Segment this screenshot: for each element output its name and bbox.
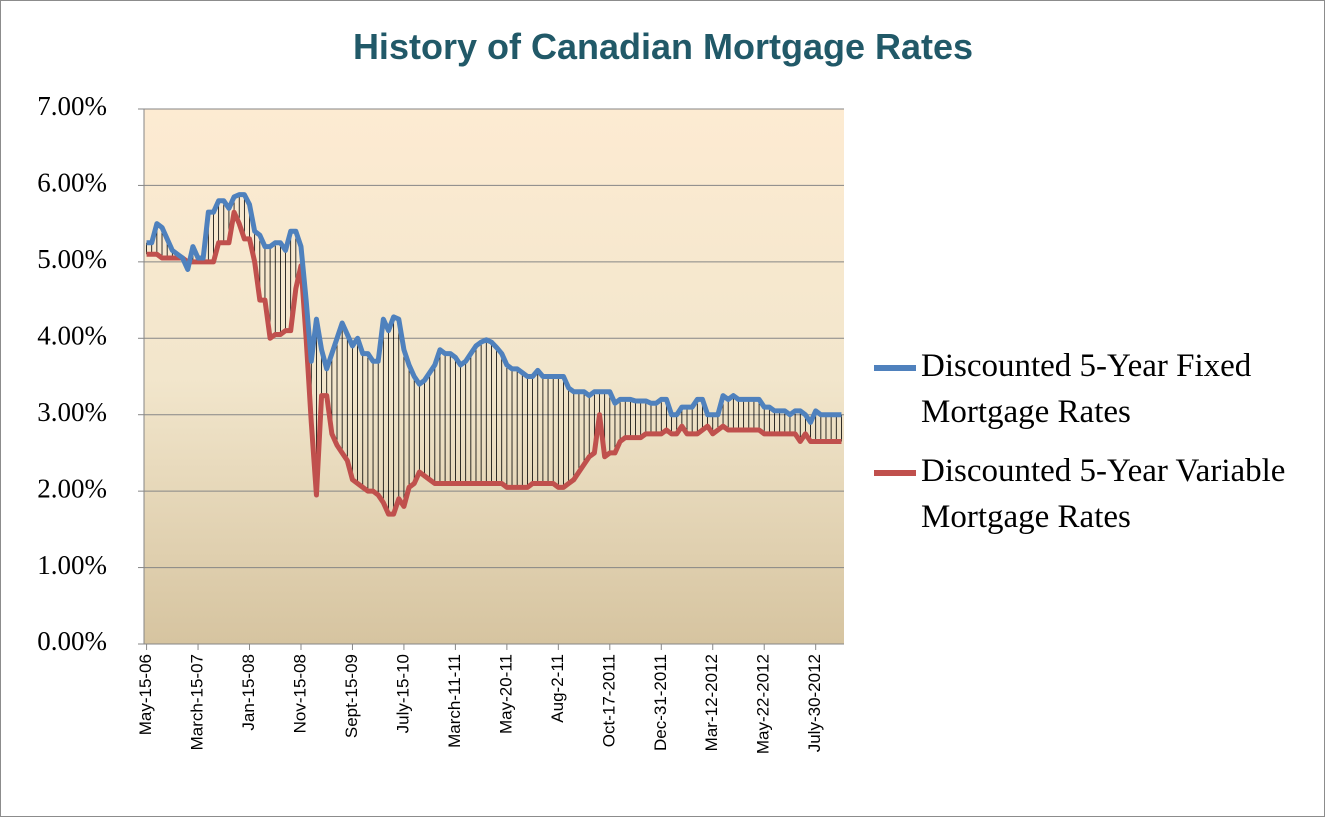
y-tick-label: 5.00% <box>37 244 107 274</box>
legend-label: Discounted 5-Year Variable Mortgage Rate… <box>921 453 1286 535</box>
x-tick-label: Jan-15-08 <box>239 654 258 731</box>
y-tick-label: 4.00% <box>37 320 107 350</box>
x-tick-label: Dec-31-2011 <box>651 654 670 751</box>
y-tick-label: 6.00% <box>37 168 107 198</box>
series-line <box>146 192 842 425</box>
x-tick-label: Sept-15-09 <box>342 654 361 738</box>
x-tick-label: May-15-06 <box>136 654 155 735</box>
legend-label: Discounted 5-Year Fixed Mortgage Rates <box>921 348 1252 430</box>
x-tick-label: March-11-11 <box>445 654 464 748</box>
y-tick-label: 3.00% <box>37 397 107 427</box>
x-tick-label: Oct-17-2011 <box>599 654 618 747</box>
plot-area <box>144 109 844 644</box>
x-tick-label: Nov-15-08 <box>290 654 309 733</box>
x-tick-label: May-20-11 <box>496 654 515 734</box>
y-tick-label: 0.00% <box>37 626 107 656</box>
y-tick-label: 1.00% <box>37 550 107 580</box>
x-tick-label: July-30-2012 <box>805 654 824 752</box>
y-tick-label: 7.00% <box>37 91 107 121</box>
chart-title: History of Canadian Mortgage Rates <box>353 26 973 67</box>
x-tick-label: July-15-10 <box>393 654 412 733</box>
y-tick-label: 2.00% <box>37 473 107 503</box>
x-tick-label: Aug-2-11 <box>548 654 567 723</box>
series-line <box>146 209 842 517</box>
x-tick-label: May-22-2012 <box>754 654 773 754</box>
x-tick-label: March-15-07 <box>188 654 207 750</box>
x-tick-label: Mar-12-2012 <box>702 654 721 751</box>
